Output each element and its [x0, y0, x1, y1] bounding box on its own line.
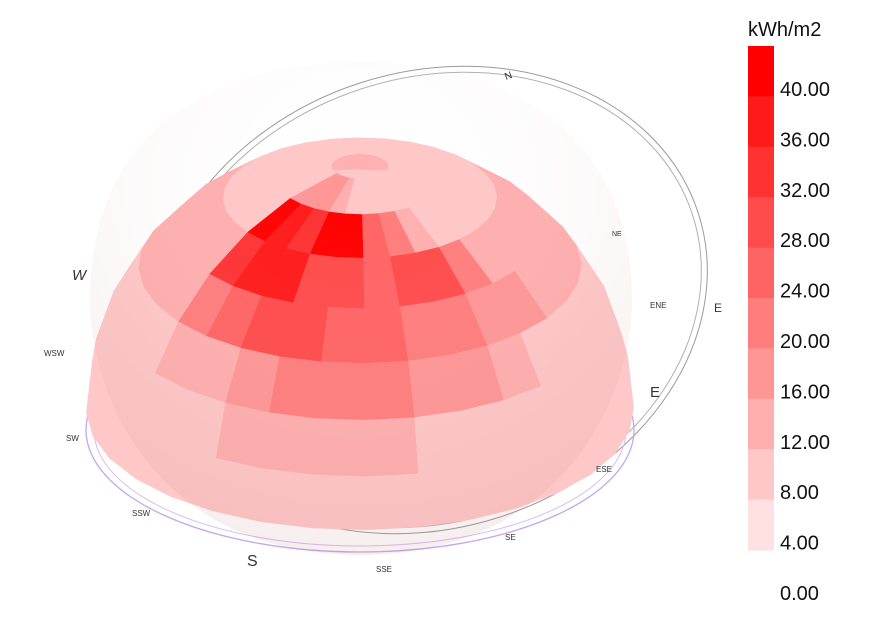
legend-unit: kWh/m2	[748, 19, 821, 41]
legend-swatch-5	[748, 298, 774, 349]
legend-tick-7: 12.00	[780, 432, 830, 454]
legend-swatch-2	[748, 146, 774, 198]
dome-cell-r2-c5	[364, 360, 415, 420]
dome-cell-r1-c2	[215, 402, 270, 469]
compass-label-sw: SW	[66, 434, 79, 443]
dome-cell-r0-c5	[365, 472, 420, 531]
dome-cell-r0-c4	[312, 473, 367, 531]
dome-cell-r1-c4	[313, 417, 367, 477]
compass-label-se: SE	[505, 533, 516, 542]
dome-cell-r0-c2	[212, 457, 264, 522]
legend-swatches	[748, 46, 774, 551]
legend-swatch-0	[748, 46, 774, 97]
legend-tick-3: 28.00	[780, 230, 830, 252]
compass-label-e: E	[650, 384, 660, 401]
legend-tick-2: 32.00	[780, 180, 830, 202]
compass-labels: N E E S W NE ENE ESE SE SSE SSW SW WSW	[44, 70, 722, 574]
legend-swatch-4	[748, 247, 774, 299]
legend-tick-9: 4.00	[780, 533, 819, 555]
legend-tick-6: 16.00	[780, 381, 830, 403]
legend-swatch-7	[748, 398, 774, 450]
compass-label-w: W	[72, 267, 88, 284]
dome-cell-r1-c5	[365, 416, 419, 477]
compass-label-s: S	[247, 553, 258, 570]
compass-label-e-upper: E	[714, 301, 722, 315]
legend-tick-1: 36.00	[780, 129, 830, 151]
dome-cell-r3-c4	[321, 306, 366, 364]
legend-tick-8: 8.00	[780, 482, 819, 504]
legend-tick-5: 20.00	[780, 331, 830, 353]
compass-label-wsw: WSW	[44, 349, 65, 358]
compass-label-sse: SSE	[376, 565, 392, 574]
legend-tick-0: 40.00	[780, 79, 830, 101]
compass-label-ene: ENE	[650, 301, 666, 310]
dome-cell-r2-c4	[316, 360, 366, 420]
legend: kWh/m2 40.00 36.00 32.00 28.00 24.00 20.00 16.…	[748, 19, 830, 605]
legend-swatch-8	[748, 449, 774, 501]
legend-ticks: 40.00 36.00 32.00 28.00 24.00 20.00 16.00 12.00…	[780, 79, 830, 605]
dome-cells	[86, 137, 634, 531]
legend-tick-4: 24.00	[780, 281, 830, 303]
dome-cell-r1-c6	[413, 410, 469, 474]
dome-cell-r0-c3	[260, 467, 314, 529]
legend-tick-10: 0.00	[780, 583, 819, 605]
compass-label-n: N	[503, 70, 514, 83]
dome-cell-r1-c3	[262, 411, 317, 475]
legend-swatch-9	[748, 499, 774, 551]
compass-label-ese: ESE	[596, 465, 612, 474]
legend-swatch-6	[748, 348, 774, 400]
compass-label-ssw: SSW	[132, 509, 151, 518]
legend-swatch-1	[748, 96, 774, 148]
legend-swatch-3	[748, 197, 774, 249]
dome-cell-r0-c6	[417, 465, 471, 528]
compass-label-ne: NE	[612, 231, 622, 238]
